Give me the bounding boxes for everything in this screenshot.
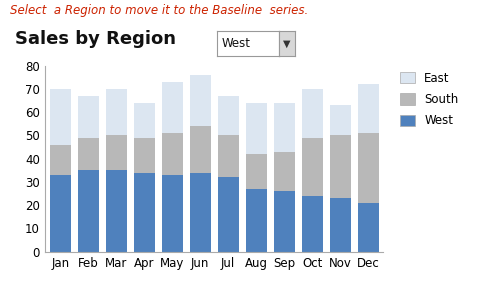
Bar — [246, 154, 266, 189]
Bar — [190, 75, 211, 126]
Bar — [218, 177, 239, 252]
Bar — [50, 175, 71, 252]
Bar — [358, 133, 378, 203]
Bar — [78, 96, 99, 138]
Bar — [302, 196, 323, 252]
Bar — [190, 126, 211, 173]
Bar — [246, 189, 266, 252]
Text: ▼: ▼ — [283, 39, 291, 49]
Bar — [218, 96, 239, 136]
Bar — [78, 138, 99, 170]
Bar — [133, 138, 155, 173]
Bar — [330, 136, 351, 198]
Bar — [273, 103, 295, 152]
Bar — [246, 103, 266, 154]
Bar — [162, 175, 183, 252]
Bar — [106, 170, 126, 252]
Bar — [190, 173, 211, 252]
Bar — [78, 170, 99, 252]
Bar — [50, 89, 71, 145]
Bar — [302, 138, 323, 196]
Legend: East, South, West: East, South, West — [399, 72, 459, 127]
Bar — [133, 103, 155, 138]
Bar — [218, 136, 239, 177]
Bar — [50, 145, 71, 175]
Bar — [330, 198, 351, 252]
Bar — [106, 136, 126, 170]
Text: Sales by Region: Sales by Region — [15, 30, 176, 48]
Bar — [133, 173, 155, 252]
Bar — [302, 89, 323, 138]
Bar — [106, 89, 126, 136]
Bar — [358, 203, 378, 252]
Bar — [273, 191, 295, 252]
Bar — [162, 82, 183, 133]
Text: Select  a Region to move it to the Baseline  series.: Select a Region to move it to the Baseli… — [10, 4, 308, 17]
Bar — [162, 133, 183, 175]
Bar — [273, 152, 295, 191]
Text: West: West — [222, 37, 250, 50]
Bar — [330, 105, 351, 136]
Bar — [358, 84, 378, 133]
